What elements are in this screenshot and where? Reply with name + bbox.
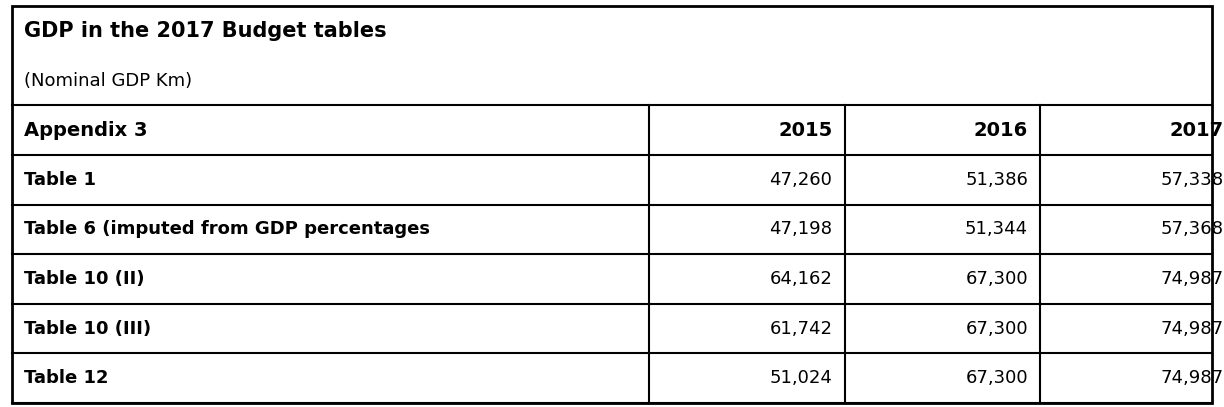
Text: 2017: 2017 [1170, 120, 1224, 140]
Text: 74,987: 74,987 [1160, 319, 1224, 337]
Text: (Nominal GDP Km): (Nominal GDP Km) [24, 72, 192, 90]
Text: 51,344: 51,344 [965, 220, 1028, 239]
Text: 74,987: 74,987 [1160, 369, 1224, 387]
Text: 61,742: 61,742 [770, 319, 832, 337]
Text: Table 10 (II): Table 10 (II) [24, 270, 144, 288]
Text: 47,260: 47,260 [770, 171, 832, 189]
Text: 67,300: 67,300 [966, 319, 1028, 337]
Text: 47,198: 47,198 [770, 220, 832, 239]
Text: 57,368: 57,368 [1162, 220, 1224, 239]
Text: Table 6 (imputed from GDP percentages: Table 6 (imputed from GDP percentages [24, 220, 431, 239]
Text: 2016: 2016 [974, 120, 1028, 140]
Text: 2015: 2015 [778, 120, 832, 140]
Text: 51,024: 51,024 [770, 369, 832, 387]
Text: 74,987: 74,987 [1160, 270, 1224, 288]
Text: GDP in the 2017 Budget tables: GDP in the 2017 Budget tables [24, 21, 387, 41]
Text: 64,162: 64,162 [770, 270, 832, 288]
Text: Table 1: Table 1 [24, 171, 97, 189]
FancyBboxPatch shape [12, 6, 1212, 403]
Text: Appendix 3: Appendix 3 [24, 120, 148, 140]
Text: 67,300: 67,300 [966, 270, 1028, 288]
Text: Table 12: Table 12 [24, 369, 109, 387]
Text: 57,338: 57,338 [1160, 171, 1224, 189]
Text: Table 10 (III): Table 10 (III) [24, 319, 152, 337]
Text: 67,300: 67,300 [966, 369, 1028, 387]
Text: 51,386: 51,386 [966, 171, 1028, 189]
